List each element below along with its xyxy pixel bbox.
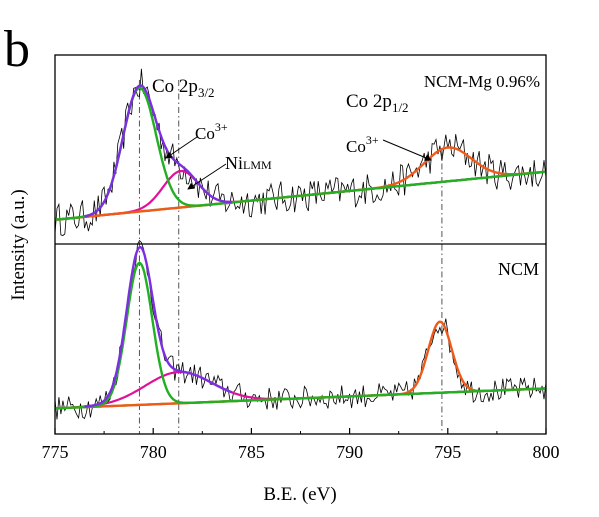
x-axis-title: B.E. (eV) — [263, 484, 336, 505]
arrow-co3-right — [382, 139, 432, 161]
arrow-ni-lmm — [187, 163, 227, 190]
annotation-co-2p12: Co 2p1/2 — [346, 91, 409, 115]
raw-spectrum-ncm — [54, 239, 547, 420]
annotation-co-2p32: Co 2p3/2 — [152, 76, 215, 100]
sample-label-ncm-mg: NCM-Mg 0.96% — [424, 72, 540, 91]
annotation-co3-right: Co3+ — [346, 133, 379, 156]
annotation-ni-lmm: NiLMM — [225, 153, 272, 173]
x-tick-label: 785 — [238, 442, 265, 462]
fit-co-2p32-ncm — [55, 261, 547, 410]
y-axis-title: Intensity (a.u.) — [8, 189, 29, 300]
fit-envelope-ncm — [84, 245, 233, 408]
sample-label-ncm: NCM — [498, 259, 539, 279]
x-tick-label: 800 — [533, 442, 560, 462]
arrow-co3-left — [165, 136, 198, 159]
x-tick-label: 795 — [434, 442, 461, 462]
raw-spectrum-ncm-mg — [54, 68, 547, 236]
x-axis-ticks: 775 780 785 790 795 800 — [42, 428, 560, 462]
annotation-co3-left: Co3+ — [195, 120, 228, 143]
plot-layer — [54, 68, 547, 434]
fit-envelope-ncm-mg — [84, 84, 232, 218]
x-tick-label: 780 — [140, 442, 167, 462]
x-tick-label: 775 — [42, 442, 69, 462]
fit-co-2p12-ncm-mg — [54, 146, 547, 221]
panel-label: b — [4, 21, 30, 78]
x-tick-label: 790 — [336, 442, 363, 462]
